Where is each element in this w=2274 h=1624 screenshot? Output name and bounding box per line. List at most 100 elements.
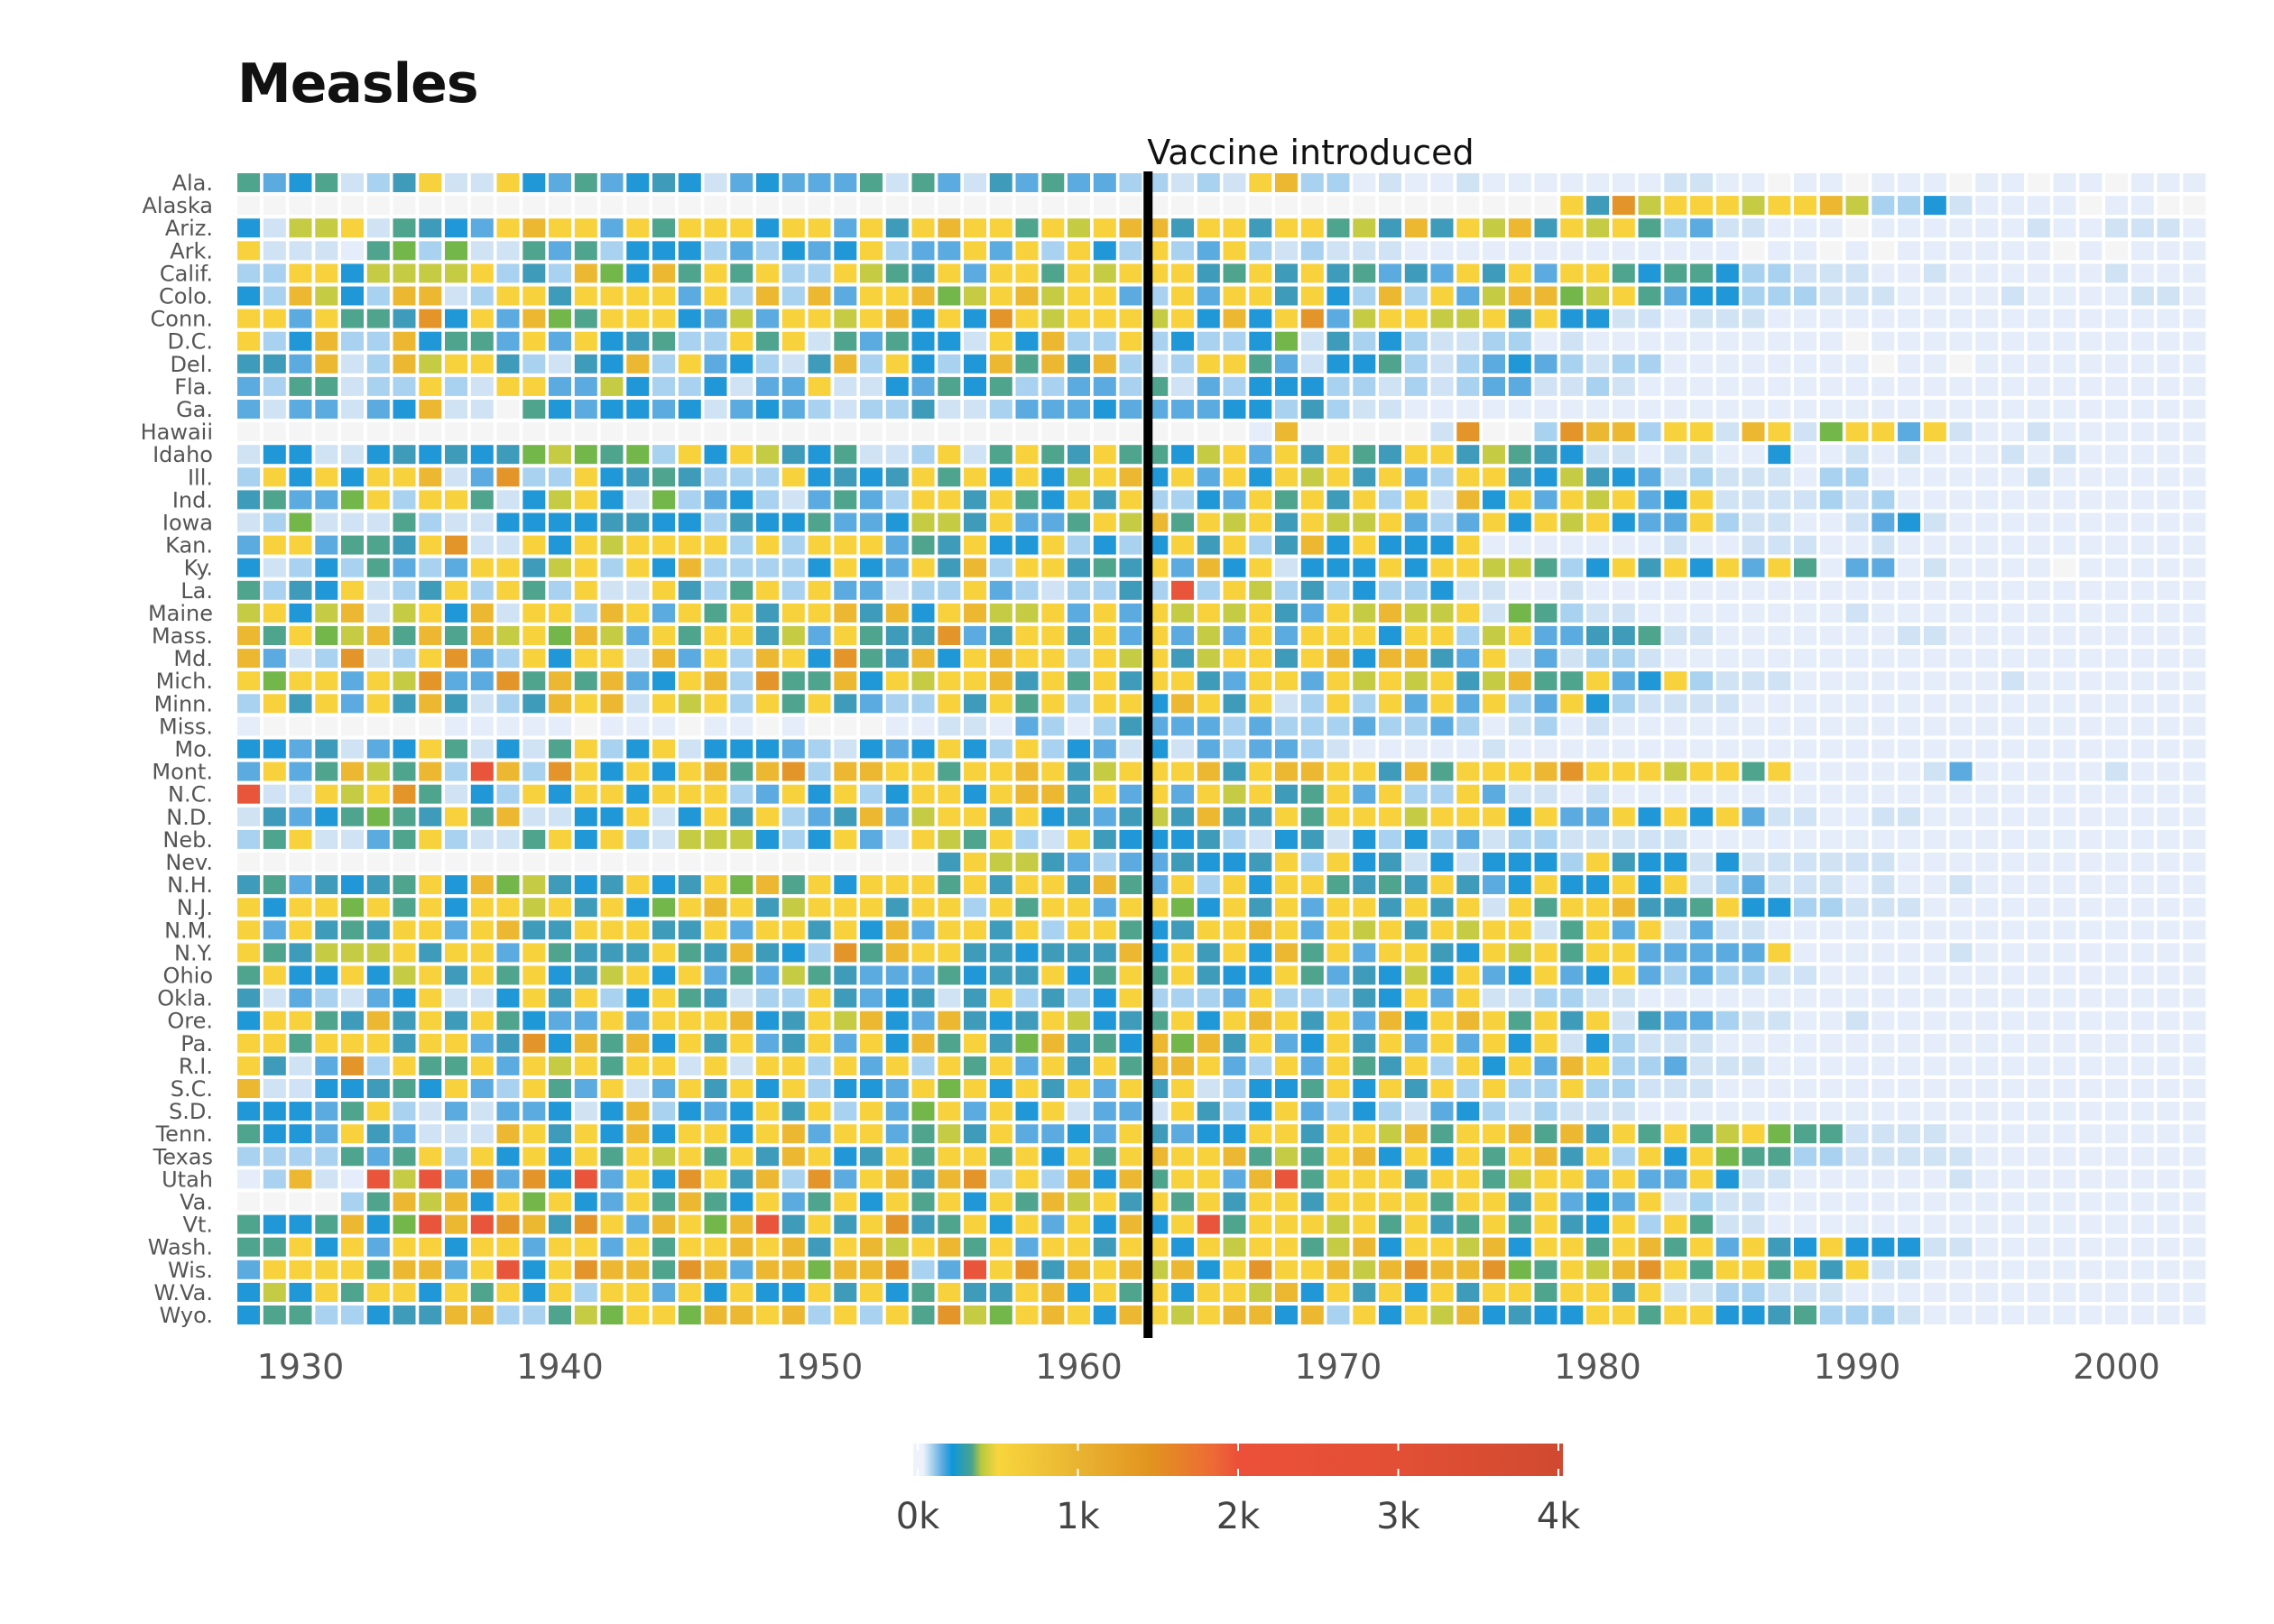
heatmap-cell — [781, 1214, 805, 1234]
heatmap-cell — [1508, 603, 1531, 623]
heatmap-cell — [2053, 920, 2076, 940]
heatmap-cell — [1300, 1124, 1324, 1144]
heatmap-cell — [911, 535, 935, 555]
heatmap-cell — [289, 1124, 312, 1144]
heatmap-cell — [834, 558, 857, 577]
heatmap-cell — [808, 354, 831, 374]
heatmap-cell — [1404, 1102, 1428, 1121]
heatmap-cell — [1715, 309, 1739, 328]
heatmap-cell — [1508, 694, 1531, 714]
heatmap-cell — [1275, 1306, 1298, 1324]
state-label: Minn. — [154, 691, 213, 716]
heatmap-cell — [496, 784, 520, 804]
heatmap-cell — [1819, 1237, 1843, 1257]
heatmap-cell — [1612, 807, 1635, 826]
heatmap-cell — [574, 920, 597, 940]
heatmap-cell — [860, 694, 883, 714]
heatmap-cell — [911, 467, 935, 487]
heatmap-cell — [263, 739, 286, 759]
heatmap-cell — [1483, 829, 1505, 849]
heatmap-cell — [860, 535, 883, 555]
heatmap-cell — [808, 309, 831, 328]
heatmap-cell — [1742, 784, 1765, 804]
heatmap-cell — [1872, 1306, 1895, 1324]
heatmap-cell — [1197, 875, 1220, 895]
heatmap-cell — [1534, 422, 1558, 442]
heatmap-cell — [834, 1192, 857, 1212]
heatmap-cell — [470, 558, 494, 577]
heatmap-cell — [1586, 354, 1609, 374]
heatmap-cell — [964, 1306, 986, 1324]
heatmap-cell — [1819, 1033, 1843, 1053]
heatmap-cell — [237, 354, 260, 374]
heatmap-cell — [1794, 490, 1816, 510]
heatmap-cell — [1638, 829, 1661, 849]
heatmap-cell — [860, 671, 883, 691]
heatmap-cell — [938, 241, 961, 261]
heatmap-cell — [678, 218, 701, 238]
heatmap-cell — [1041, 626, 1065, 645]
heatmap-cell — [1456, 1102, 1480, 1121]
heatmap-cell — [549, 1033, 571, 1053]
heatmap-cell — [1794, 626, 1816, 645]
heatmap-cell — [1794, 196, 1816, 216]
heatmap-cell — [393, 512, 416, 532]
heatmap-cell — [756, 1079, 779, 1098]
heatmap-cell — [1379, 218, 1401, 238]
heatmap-cell — [808, 853, 831, 872]
heatmap-cell — [2183, 761, 2206, 781]
heatmap-cell — [1483, 739, 1505, 759]
heatmap-cell — [885, 490, 909, 510]
heatmap-cell — [419, 1079, 442, 1098]
heatmap-cell — [626, 784, 650, 804]
heatmap-cell — [704, 1282, 727, 1302]
heatmap-cell — [652, 626, 675, 645]
heatmap-cell — [652, 807, 675, 826]
heatmap-cell — [1093, 649, 1116, 669]
heatmap-cell — [600, 1102, 624, 1121]
heatmap-cell — [1664, 829, 1687, 849]
heatmap-cell — [522, 739, 546, 759]
heatmap-cell — [1586, 422, 1609, 442]
heatmap-cell — [989, 1214, 1012, 1234]
heatmap-cell — [756, 218, 779, 238]
heatmap-cell — [1638, 422, 1661, 442]
heatmap-cell — [704, 1010, 727, 1030]
heatmap-cell — [1171, 853, 1194, 872]
heatmap-cell — [1923, 1214, 1946, 1234]
heatmap-cell — [2079, 853, 2103, 872]
heatmap-cell — [1223, 331, 1246, 351]
heatmap-cell — [1845, 965, 1869, 985]
heatmap-cell — [1845, 218, 1869, 238]
heatmap-cell — [626, 1102, 650, 1121]
state-label: Okla. — [157, 986, 213, 1011]
heatmap-cell — [315, 331, 338, 351]
heatmap-cell — [445, 467, 467, 487]
heatmap-cell — [1586, 1306, 1609, 1324]
state-label: Wash. — [148, 1235, 213, 1260]
heatmap-cell — [1171, 376, 1194, 396]
heatmap-cell — [1975, 1260, 1999, 1279]
heatmap-cell — [808, 558, 831, 577]
heatmap-cell — [2157, 376, 2180, 396]
heatmap-cell — [626, 1010, 650, 1030]
heatmap-cell — [1690, 241, 1713, 261]
heatmap-cell — [1845, 875, 1869, 895]
heatmap-cell — [1015, 263, 1039, 283]
heatmap-cell — [1275, 400, 1298, 419]
heatmap-cell — [1534, 920, 1558, 940]
heatmap-cell — [419, 784, 442, 804]
heatmap-cell — [549, 1282, 571, 1302]
heatmap-cell — [1508, 626, 1531, 645]
heatmap-cell — [366, 1124, 390, 1144]
heatmap-cell — [1975, 422, 1999, 442]
heatmap-cell — [678, 376, 701, 396]
heatmap-cell — [781, 988, 805, 1008]
legend-tick-label: 1k — [1056, 1496, 1100, 1537]
heatmap-cell — [1015, 626, 1039, 645]
heatmap-cell — [1560, 1033, 1584, 1053]
heatmap-cell — [834, 671, 857, 691]
heatmap-cell — [2001, 853, 2024, 872]
heatmap-cell — [1664, 694, 1687, 714]
state-label: W.Va. — [154, 1280, 214, 1306]
